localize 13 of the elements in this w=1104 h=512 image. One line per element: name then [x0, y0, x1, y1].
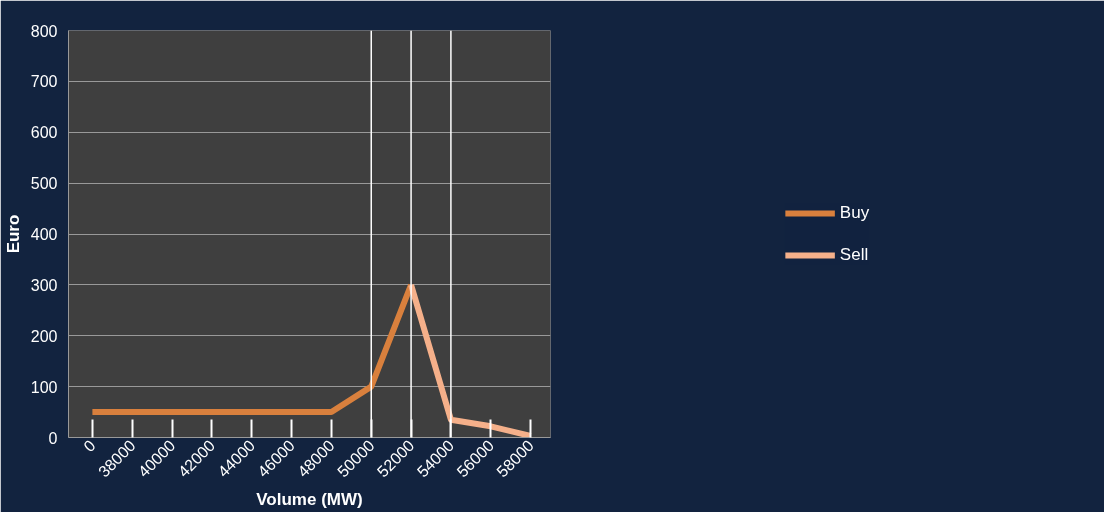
legend-label: Buy	[839, 202, 870, 223]
y-tick-label: 700	[30, 73, 58, 91]
y-tick-label: 600	[30, 124, 58, 142]
x-tick-label: 0	[80, 436, 99, 456]
y-axis-title: Euro	[3, 214, 23, 254]
y-tick-label: 400	[30, 226, 58, 243]
x-axis-title: Volume (MW)	[256, 490, 363, 510]
y-tick-label: 800	[30, 22, 58, 40]
y-tick-label: 500	[30, 175, 58, 193]
y-tick-label: 100	[30, 378, 58, 396]
y-tick-label: 200	[30, 327, 58, 345]
y-tick-label: 300	[30, 276, 58, 294]
legend-label: Sell	[839, 244, 869, 265]
